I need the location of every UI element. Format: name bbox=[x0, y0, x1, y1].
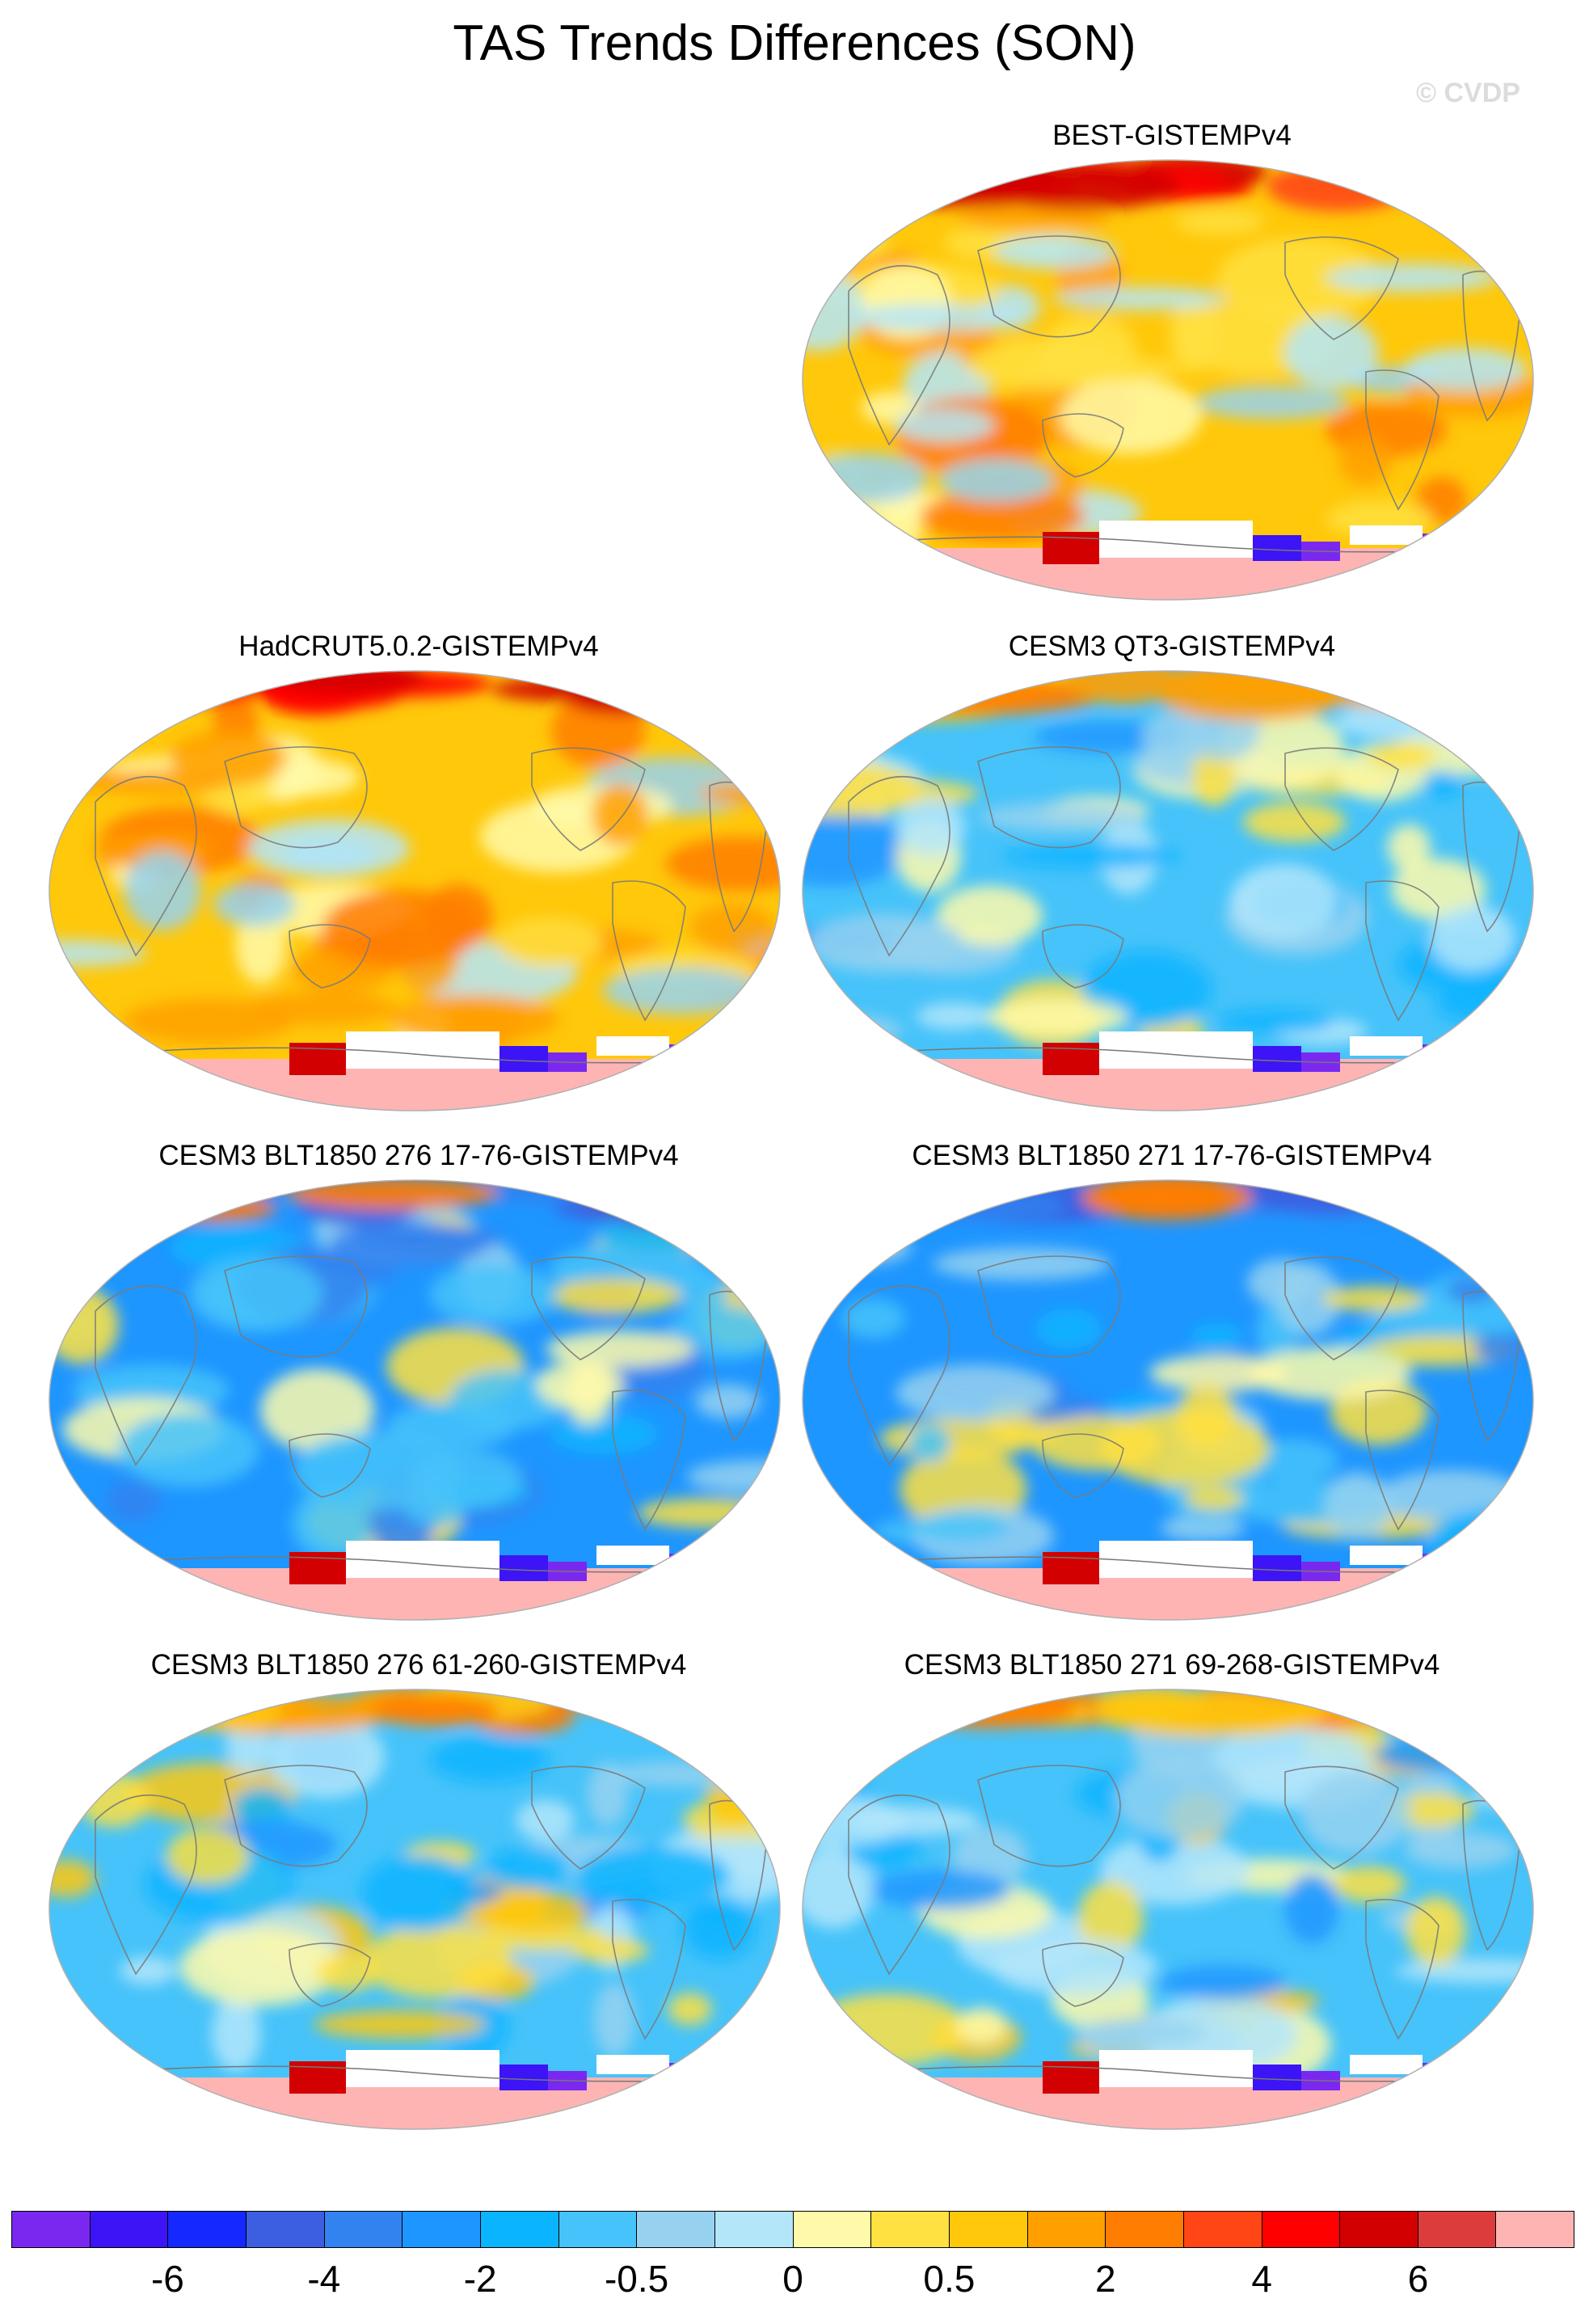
colorbar-box bbox=[1106, 2212, 1184, 2247]
robinson-map bbox=[48, 1689, 781, 2130]
robinson-map bbox=[802, 159, 1534, 601]
panel-title: CESM3 BLT1850 276 17-76-GISTEMPv4 bbox=[158, 1140, 679, 1171]
robinson-map bbox=[48, 1179, 781, 1621]
map-panel-b271b: CESM3 BLT1850 271 69-268-GISTEMPv4 bbox=[800, 1649, 1544, 2134]
panel-title: BEST-GISTEMPv4 bbox=[1052, 120, 1292, 151]
panel-title: HadCRUT5.0.2-GISTEMPv4 bbox=[238, 631, 599, 662]
panel-title: CESM3 QT3-GISTEMPv4 bbox=[1008, 631, 1336, 662]
panel-title: CESM3 BLT1850 276 61-260-GISTEMPv4 bbox=[150, 1649, 687, 1681]
map-panel-b276a: CESM3 BLT1850 276 17-76-GISTEMPv4 bbox=[47, 1140, 790, 1625]
colorbar-box bbox=[949, 2212, 1028, 2247]
robinson-map bbox=[48, 670, 781, 1111]
colorbar-box bbox=[558, 2212, 638, 2247]
colorbar-box bbox=[12, 2212, 91, 2247]
colorbar-tick-label: -2 bbox=[463, 2258, 497, 2300]
colorbar-tick-label: 0.5 bbox=[923, 2258, 976, 2300]
robinson-map bbox=[802, 1179, 1534, 1621]
map-panel-best: BEST-GISTEMPv4 bbox=[800, 120, 1544, 605]
colorbar-tick-label: 0 bbox=[782, 2258, 803, 2300]
colorbar-box bbox=[871, 2212, 950, 2247]
panel-title: CESM3 BLT1850 271 17-76-GISTEMPv4 bbox=[912, 1140, 1432, 1171]
colorbar-box bbox=[1340, 2212, 1418, 2247]
colorbar-tick-label: -0.5 bbox=[604, 2258, 669, 2300]
robinson-map bbox=[802, 670, 1534, 1111]
colorbar bbox=[11, 2211, 1574, 2248]
figure-title: TAS Trends Differences (SON) bbox=[453, 15, 1136, 71]
colorbar-tick-label: -4 bbox=[307, 2258, 341, 2300]
colorbar-tick-label: -6 bbox=[150, 2258, 184, 2300]
cvdp-watermark: © CVDP bbox=[1416, 78, 1520, 108]
map-panel-hadcrut: HadCRUT5.0.2-GISTEMPv4 bbox=[47, 631, 790, 1116]
colorbar-box bbox=[1183, 2212, 1262, 2247]
colorbar-box bbox=[1027, 2212, 1106, 2247]
map-panel-b276b: CESM3 BLT1850 276 61-260-GISTEMPv4 bbox=[47, 1649, 790, 2134]
map-panel-qt3: CESM3 QT3-GISTEMPv4 bbox=[800, 631, 1544, 1116]
colorbar-box bbox=[90, 2212, 169, 2247]
colorbar-box bbox=[480, 2212, 559, 2247]
colorbar-box bbox=[168, 2212, 247, 2247]
robinson-map bbox=[802, 1689, 1534, 2130]
map-panel-b271a: CESM3 BLT1850 271 17-76-GISTEMPv4 bbox=[800, 1140, 1544, 1625]
colorbar-box bbox=[714, 2212, 794, 2247]
colorbar-box bbox=[403, 2212, 481, 2247]
colorbar-box bbox=[637, 2212, 715, 2247]
colorbar-box bbox=[246, 2212, 325, 2247]
colorbar-box bbox=[324, 2212, 403, 2247]
colorbar-tick-label: 6 bbox=[1407, 2258, 1429, 2300]
panel-title: CESM3 BLT1850 271 69-268-GISTEMPv4 bbox=[904, 1649, 1440, 1681]
colorbar-tick-label: 2 bbox=[1095, 2258, 1116, 2300]
colorbar-box bbox=[1496, 2212, 1574, 2247]
colorbar-box bbox=[1262, 2212, 1341, 2247]
colorbar-tick-label: 4 bbox=[1251, 2258, 1272, 2300]
colorbar-box bbox=[793, 2212, 872, 2247]
colorbar-box bbox=[1418, 2212, 1497, 2247]
